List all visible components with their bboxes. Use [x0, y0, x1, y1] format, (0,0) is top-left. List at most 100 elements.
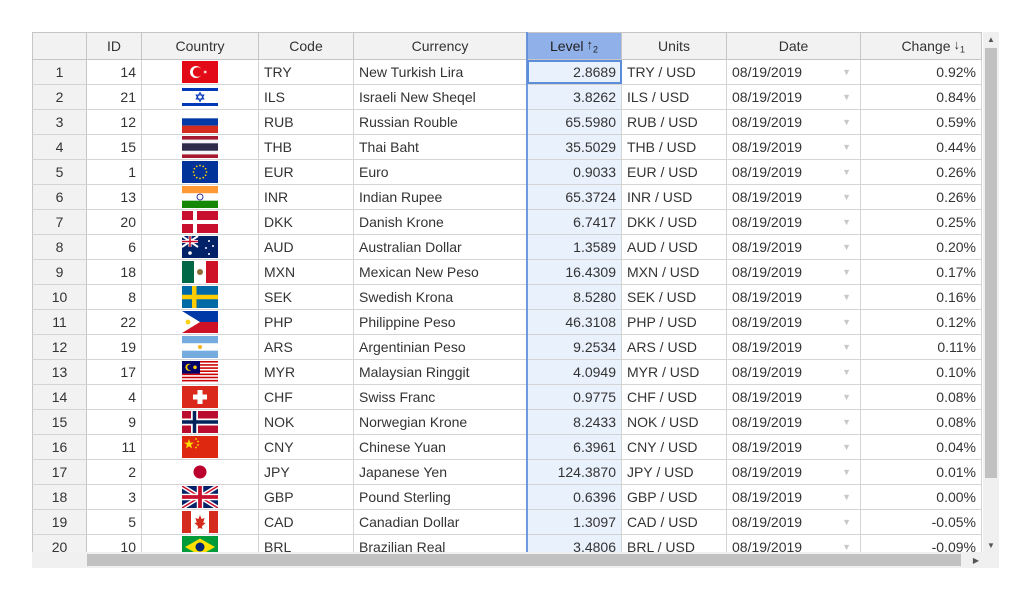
- units-cell[interactable]: RUB / USD: [622, 110, 727, 134]
- currency-cell[interactable]: Mexican New Peso: [354, 260, 527, 284]
- units-cell[interactable]: CHF / USD: [622, 385, 727, 409]
- country-cell[interactable]: [142, 460, 259, 484]
- dropdown-arrow-icon[interactable]: ▼: [842, 242, 851, 252]
- table-row[interactable]: 19 5 CAD Canadian Dollar 1.3097 CAD / USD 08/1…: [32, 510, 982, 535]
- units-cell[interactable]: TRY / USD: [622, 60, 727, 84]
- code-cell[interactable]: EUR: [259, 160, 354, 184]
- code-cell[interactable]: TRY: [259, 60, 354, 84]
- table-row[interactable]: 20 10 BRL Brazilian Real 3.4806 BRL / USD 08/1…: [32, 535, 982, 552]
- currency-cell[interactable]: Malaysian Ringgit: [354, 360, 527, 384]
- dropdown-arrow-icon[interactable]: ▼: [842, 217, 851, 227]
- horizontal-scrollbar[interactable]: ▶: [32, 552, 983, 568]
- row-number[interactable]: 9: [32, 260, 87, 284]
- id-cell[interactable]: 14: [87, 60, 142, 84]
- table-row[interactable]: 16 11 CNY Chinese Yuan 6.3961 CNY / USD 08/19/…: [32, 435, 982, 460]
- table-row[interactable]: 3 12 RUB Russian Rouble 65.5980 RUB / USD 08/1…: [32, 110, 982, 135]
- level-cell[interactable]: 9.2534: [527, 335, 622, 359]
- code-cell[interactable]: CAD: [259, 510, 354, 534]
- dropdown-arrow-icon[interactable]: ▼: [842, 442, 851, 452]
- date-cell[interactable]: 08/19/2019 ▼: [727, 485, 861, 509]
- currency-cell[interactable]: Australian Dollar: [354, 235, 527, 259]
- dropdown-arrow-icon[interactable]: ▼: [842, 467, 851, 477]
- date-cell[interactable]: 08/19/2019 ▼: [727, 60, 861, 84]
- date-cell[interactable]: 08/19/2019 ▼: [727, 235, 861, 259]
- code-cell[interactable]: AUD: [259, 235, 354, 259]
- units-cell[interactable]: PHP / USD: [622, 310, 727, 334]
- dropdown-arrow-icon[interactable]: ▼: [842, 517, 851, 527]
- code-cell[interactable]: BRL: [259, 535, 354, 552]
- code-cell[interactable]: MYR: [259, 360, 354, 384]
- level-cell[interactable]: 0.6396: [527, 485, 622, 509]
- code-cell[interactable]: SEK: [259, 285, 354, 309]
- table-row[interactable]: 10 8 SEK Swedish Krona 8.5280 SEK / USD 08/19/…: [32, 285, 982, 310]
- level-cell[interactable]: 65.3724: [527, 185, 622, 209]
- change-cell[interactable]: 0.00%: [861, 485, 982, 509]
- level-cell[interactable]: 4.0949: [527, 360, 622, 384]
- currency-cell[interactable]: Canadian Dollar: [354, 510, 527, 534]
- row-number[interactable]: 7: [32, 210, 87, 234]
- dropdown-arrow-icon[interactable]: ▼: [842, 292, 851, 302]
- row-number[interactable]: 4: [32, 135, 87, 159]
- change-cell[interactable]: 0.11%: [861, 335, 982, 359]
- currency-column-header[interactable]: Currency: [354, 33, 527, 59]
- row-number[interactable]: 5: [32, 160, 87, 184]
- change-cell[interactable]: 0.12%: [861, 310, 982, 334]
- level-cell[interactable]: 6.3961: [527, 435, 622, 459]
- level-cell[interactable]: 35.5029: [527, 135, 622, 159]
- code-cell[interactable]: CHF: [259, 385, 354, 409]
- units-cell[interactable]: JPY / USD: [622, 460, 727, 484]
- id-cell[interactable]: 10: [87, 535, 142, 552]
- code-cell[interactable]: CNY: [259, 435, 354, 459]
- currency-cell[interactable]: Chinese Yuan: [354, 435, 527, 459]
- currency-cell[interactable]: Euro: [354, 160, 527, 184]
- id-cell[interactable]: 1: [87, 160, 142, 184]
- id-cell[interactable]: 12: [87, 110, 142, 134]
- dropdown-arrow-icon[interactable]: ▼: [842, 67, 851, 77]
- country-cell[interactable]: [142, 335, 259, 359]
- dropdown-arrow-icon[interactable]: ▼: [842, 117, 851, 127]
- date-cell[interactable]: 08/19/2019 ▼: [727, 360, 861, 384]
- dropdown-arrow-icon[interactable]: ▼: [842, 167, 851, 177]
- id-cell[interactable]: 4: [87, 385, 142, 409]
- table-row[interactable]: 4 15 THB Thai Baht 35.5029 THB / USD 08/19/201…: [32, 135, 982, 160]
- scroll-down-arrow-icon[interactable]: ▼: [987, 540, 995, 550]
- units-cell[interactable]: THB / USD: [622, 135, 727, 159]
- currency-cell[interactable]: Argentinian Peso: [354, 335, 527, 359]
- code-cell[interactable]: INR: [259, 185, 354, 209]
- units-cell[interactable]: ILS / USD: [622, 85, 727, 109]
- scroll-up-arrow-icon[interactable]: ▲: [987, 34, 995, 44]
- country-cell[interactable]: [142, 385, 259, 409]
- change-cell[interactable]: 0.10%: [861, 360, 982, 384]
- id-cell[interactable]: 11: [87, 435, 142, 459]
- date-cell[interactable]: 08/19/2019 ▼: [727, 535, 861, 552]
- country-cell[interactable]: [142, 535, 259, 552]
- code-cell[interactable]: THB: [259, 135, 354, 159]
- id-cell[interactable]: 3: [87, 485, 142, 509]
- id-cell[interactable]: 19: [87, 335, 142, 359]
- level-cell[interactable]: 1.3097: [527, 510, 622, 534]
- currency-cell[interactable]: Brazilian Real: [354, 535, 527, 552]
- table-row[interactable]: 12 19 ARS Argentinian Peso 9.2534 ARS / USD 08…: [32, 335, 982, 360]
- level-cell[interactable]: 6.7417: [527, 210, 622, 234]
- id-cell[interactable]: 17: [87, 360, 142, 384]
- units-cell[interactable]: BRL / USD: [622, 535, 727, 552]
- country-cell[interactable]: [142, 60, 259, 84]
- change-cell[interactable]: 0.16%: [861, 285, 982, 309]
- id-cell[interactable]: 13: [87, 185, 142, 209]
- row-number[interactable]: 15: [32, 410, 87, 434]
- country-cell[interactable]: [142, 85, 259, 109]
- level-cell[interactable]: 3.4806: [527, 535, 622, 552]
- change-cell[interactable]: 0.01%: [861, 460, 982, 484]
- country-cell[interactable]: [142, 185, 259, 209]
- change-cell[interactable]: 0.04%: [861, 435, 982, 459]
- row-number[interactable]: 20: [32, 535, 87, 552]
- units-cell[interactable]: CNY / USD: [622, 435, 727, 459]
- dropdown-arrow-icon[interactable]: ▼: [842, 392, 851, 402]
- date-cell[interactable]: 08/19/2019 ▼: [727, 335, 861, 359]
- table-row[interactable]: 2 21 ILS Israeli New Sheqel 3.8262 ILS / USD 0…: [32, 85, 982, 110]
- country-cell[interactable]: [142, 260, 259, 284]
- level-cell[interactable]: 46.3108: [527, 310, 622, 334]
- level-cell[interactable]: 0.9033: [527, 160, 622, 184]
- change-cell[interactable]: 0.26%: [861, 160, 982, 184]
- code-cell[interactable]: DKK: [259, 210, 354, 234]
